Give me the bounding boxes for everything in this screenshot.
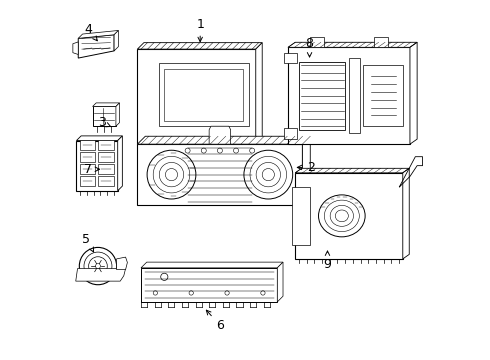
Ellipse shape [166,168,177,181]
Circle shape [261,291,265,295]
Polygon shape [164,69,243,121]
Polygon shape [76,140,118,191]
Polygon shape [364,65,403,126]
Text: 8: 8 [306,37,314,57]
Polygon shape [78,31,119,39]
Ellipse shape [147,150,196,199]
Circle shape [161,273,168,280]
Ellipse shape [244,150,293,199]
Polygon shape [141,262,283,268]
Polygon shape [159,63,248,126]
Ellipse shape [256,162,280,187]
Polygon shape [295,168,409,173]
Circle shape [89,257,107,275]
Polygon shape [80,152,96,162]
Text: 9: 9 [323,251,331,271]
Circle shape [189,291,194,295]
Polygon shape [292,187,310,244]
Circle shape [234,148,239,153]
Polygon shape [302,136,310,205]
Polygon shape [80,176,96,186]
Polygon shape [80,164,96,174]
Ellipse shape [159,162,184,187]
Ellipse shape [324,200,359,231]
Polygon shape [288,42,417,47]
Polygon shape [137,42,262,49]
Polygon shape [73,42,78,54]
Circle shape [79,247,117,285]
Polygon shape [374,37,389,47]
Text: 3: 3 [98,116,111,129]
Text: 2: 2 [297,161,315,174]
Circle shape [201,148,206,153]
Polygon shape [93,107,116,126]
Circle shape [250,148,255,153]
Ellipse shape [250,156,287,193]
Polygon shape [137,49,256,144]
Polygon shape [137,136,310,144]
Polygon shape [76,136,122,140]
Polygon shape [285,128,297,139]
Polygon shape [299,62,345,130]
Text: 6: 6 [206,310,224,332]
Circle shape [84,252,112,280]
Polygon shape [403,168,409,259]
Polygon shape [295,173,403,259]
Ellipse shape [318,195,365,237]
Ellipse shape [262,168,274,181]
Polygon shape [76,269,125,281]
Polygon shape [78,35,114,58]
Polygon shape [410,42,417,144]
Polygon shape [95,264,101,269]
Circle shape [185,148,190,153]
Circle shape [225,291,229,295]
Polygon shape [209,126,231,144]
Circle shape [153,161,161,170]
Polygon shape [80,140,96,150]
Polygon shape [277,262,283,302]
Polygon shape [114,31,119,51]
Ellipse shape [153,156,190,193]
Text: 4: 4 [84,23,98,41]
Ellipse shape [330,205,353,226]
Polygon shape [98,140,114,150]
Polygon shape [310,37,324,47]
Text: 1: 1 [196,18,204,42]
Polygon shape [288,47,410,144]
Text: 7: 7 [84,163,99,176]
Polygon shape [98,152,114,162]
Polygon shape [285,53,297,63]
Ellipse shape [335,210,348,222]
Polygon shape [93,103,120,107]
Circle shape [153,291,157,295]
Polygon shape [98,164,114,174]
Polygon shape [256,42,262,144]
Polygon shape [98,176,114,186]
Polygon shape [118,136,122,191]
Polygon shape [349,58,360,134]
Polygon shape [242,144,252,155]
Circle shape [218,148,222,153]
Polygon shape [116,103,120,126]
Polygon shape [117,257,127,270]
Text: 5: 5 [82,233,94,252]
Polygon shape [137,144,302,205]
Polygon shape [141,268,277,302]
Polygon shape [148,144,168,202]
